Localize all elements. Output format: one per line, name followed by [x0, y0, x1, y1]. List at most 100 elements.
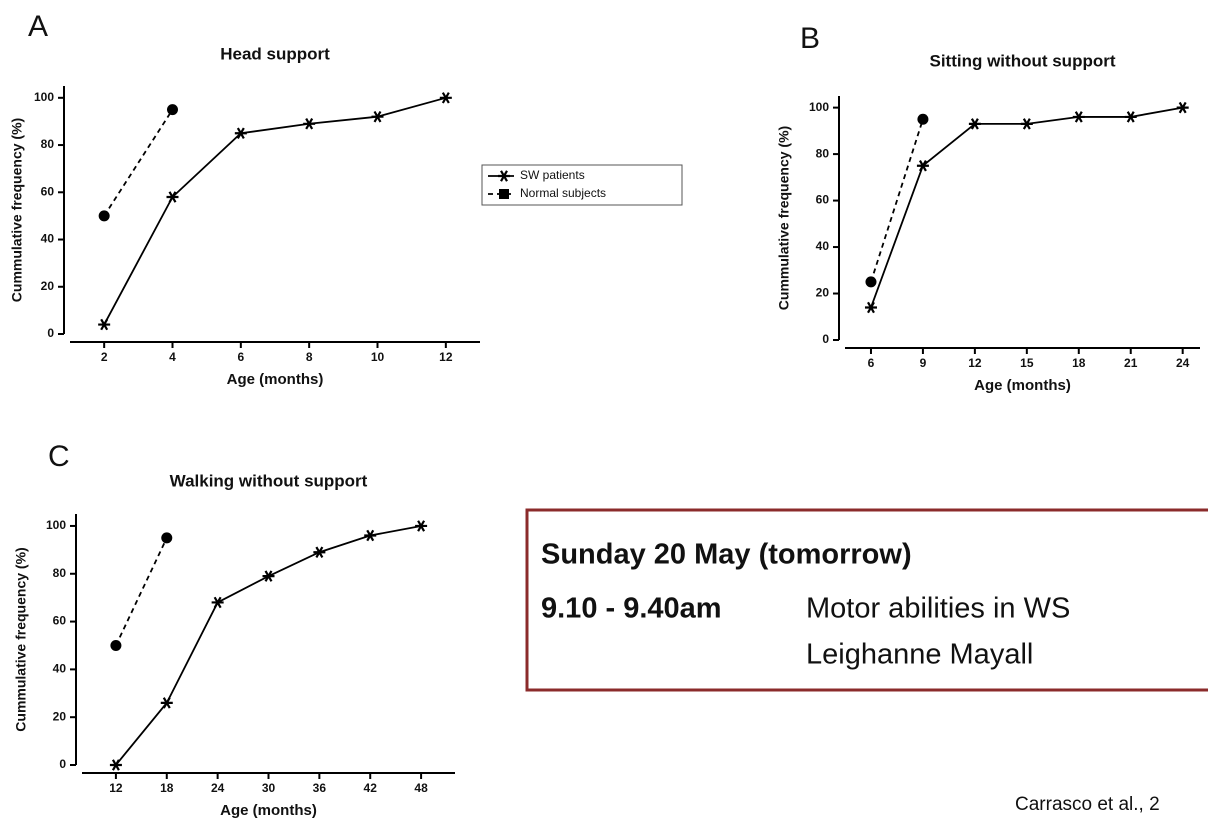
series: [864, 101, 1189, 314]
x-tick-label: 12: [439, 350, 453, 364]
notice-box: [525, 508, 1208, 692]
series-line: [103, 96, 447, 325]
marker: [916, 159, 929, 172]
marker: [160, 697, 173, 709]
y-tick-label: 60: [53, 614, 67, 628]
x-axis-label: Age (months): [227, 371, 324, 388]
notice-speaker: Leighanne Mayall: [806, 639, 1033, 671]
marker: [98, 318, 111, 331]
x-tick-label: 18: [1072, 356, 1086, 370]
marker: [499, 189, 509, 199]
series-line: [870, 106, 1183, 308]
series: [98, 92, 452, 331]
y-tick-label: 0: [59, 757, 66, 771]
y-tick-label: 0: [822, 332, 829, 346]
marker: [262, 570, 275, 582]
marker: [110, 639, 122, 651]
marker: [498, 170, 510, 182]
chart-title: Walking without support: [170, 471, 368, 490]
x-tick-label: 12: [109, 781, 123, 795]
marker: [1176, 101, 1189, 114]
y-tick-label: 40: [41, 232, 55, 246]
x-tick-label: 6: [868, 356, 875, 370]
chart-title: Sitting without support: [929, 51, 1115, 70]
marker: [1020, 118, 1033, 130]
marker: [313, 546, 326, 558]
y-axis-label: Cummulative frequency (%): [776, 126, 792, 310]
legend-box: [481, 164, 683, 206]
marker: [303, 118, 316, 130]
x-tick-label: 24: [1176, 356, 1190, 370]
marker: [98, 210, 110, 222]
series-line: [115, 525, 422, 766]
series-line: [103, 109, 174, 217]
panel-label: C: [48, 440, 70, 473]
x-tick-label: 42: [364, 781, 378, 795]
y-tick-label: 20: [816, 286, 830, 300]
x-tick-label: 36: [313, 781, 327, 795]
marker: [415, 520, 428, 532]
x-tick-label: 30: [262, 781, 276, 795]
x-tick-label: 9: [920, 356, 927, 370]
y-tick-label: 100: [34, 90, 54, 104]
marker: [109, 759, 122, 771]
y-tick-label: 60: [816, 193, 830, 207]
y-tick-label: 20: [41, 279, 55, 293]
x-tick-label: 12: [968, 356, 982, 370]
x-axis-label: Age (months): [974, 377, 1071, 394]
x-tick-label: 2: [101, 350, 108, 364]
marker: [167, 104, 178, 116]
marker: [968, 118, 981, 130]
notice-talk: Motor abilities in WS: [806, 593, 1070, 625]
y-tick-label: 80: [41, 137, 55, 151]
x-tick-label: 18: [160, 781, 174, 795]
legend-label: SW patients: [520, 168, 585, 182]
x-axis-label: Age (months): [220, 802, 317, 819]
y-tick-label: 100: [46, 518, 66, 532]
series: [109, 520, 428, 771]
marker: [166, 191, 179, 203]
y-axis-label: Cummulative frequency (%): [13, 547, 29, 731]
series-line: [870, 118, 924, 283]
series: [98, 104, 178, 222]
x-tick-label: 48: [414, 781, 428, 795]
chart-title: Head support: [220, 44, 330, 63]
y-tick-label: 80: [53, 566, 67, 580]
x-tick-label: 24: [211, 781, 225, 795]
marker: [161, 532, 173, 544]
series: [110, 532, 173, 651]
y-tick-label: 40: [53, 662, 67, 676]
notice-date: Sunday 20 May (tomorrow): [541, 539, 912, 571]
series: [865, 113, 929, 288]
marker: [439, 92, 452, 104]
marker: [364, 529, 377, 542]
marker: [917, 113, 929, 125]
y-tick-label: 60: [41, 184, 55, 198]
x-tick-label: 8: [306, 350, 313, 364]
x-tick-label: 6: [237, 350, 244, 364]
y-tick-label: 0: [47, 326, 54, 340]
marker: [1124, 111, 1137, 123]
x-tick-label: 10: [371, 350, 385, 364]
marker: [234, 127, 247, 139]
panel-label: B: [800, 22, 820, 55]
x-tick-label: 21: [1124, 356, 1138, 370]
x-tick-label: 15: [1020, 356, 1034, 370]
y-tick-label: 20: [53, 709, 67, 723]
marker: [865, 276, 877, 288]
y-tick-label: 100: [809, 100, 829, 114]
marker: [371, 110, 384, 123]
y-tick-label: 80: [816, 146, 830, 160]
panel-label: A: [28, 10, 48, 43]
marker: [1072, 111, 1085, 123]
citation: Carrasco et al., 2: [1015, 794, 1160, 815]
y-tick-label: 40: [816, 239, 830, 253]
y-axis-label: Cummulative frequency (%): [9, 118, 25, 302]
legend-label: Normal subjects: [520, 186, 606, 200]
series-line: [115, 537, 168, 646]
notice-time: 9.10 - 9.40am: [541, 593, 722, 625]
x-tick-label: 4: [169, 350, 176, 364]
marker: [864, 301, 877, 314]
marker: [211, 596, 224, 609]
